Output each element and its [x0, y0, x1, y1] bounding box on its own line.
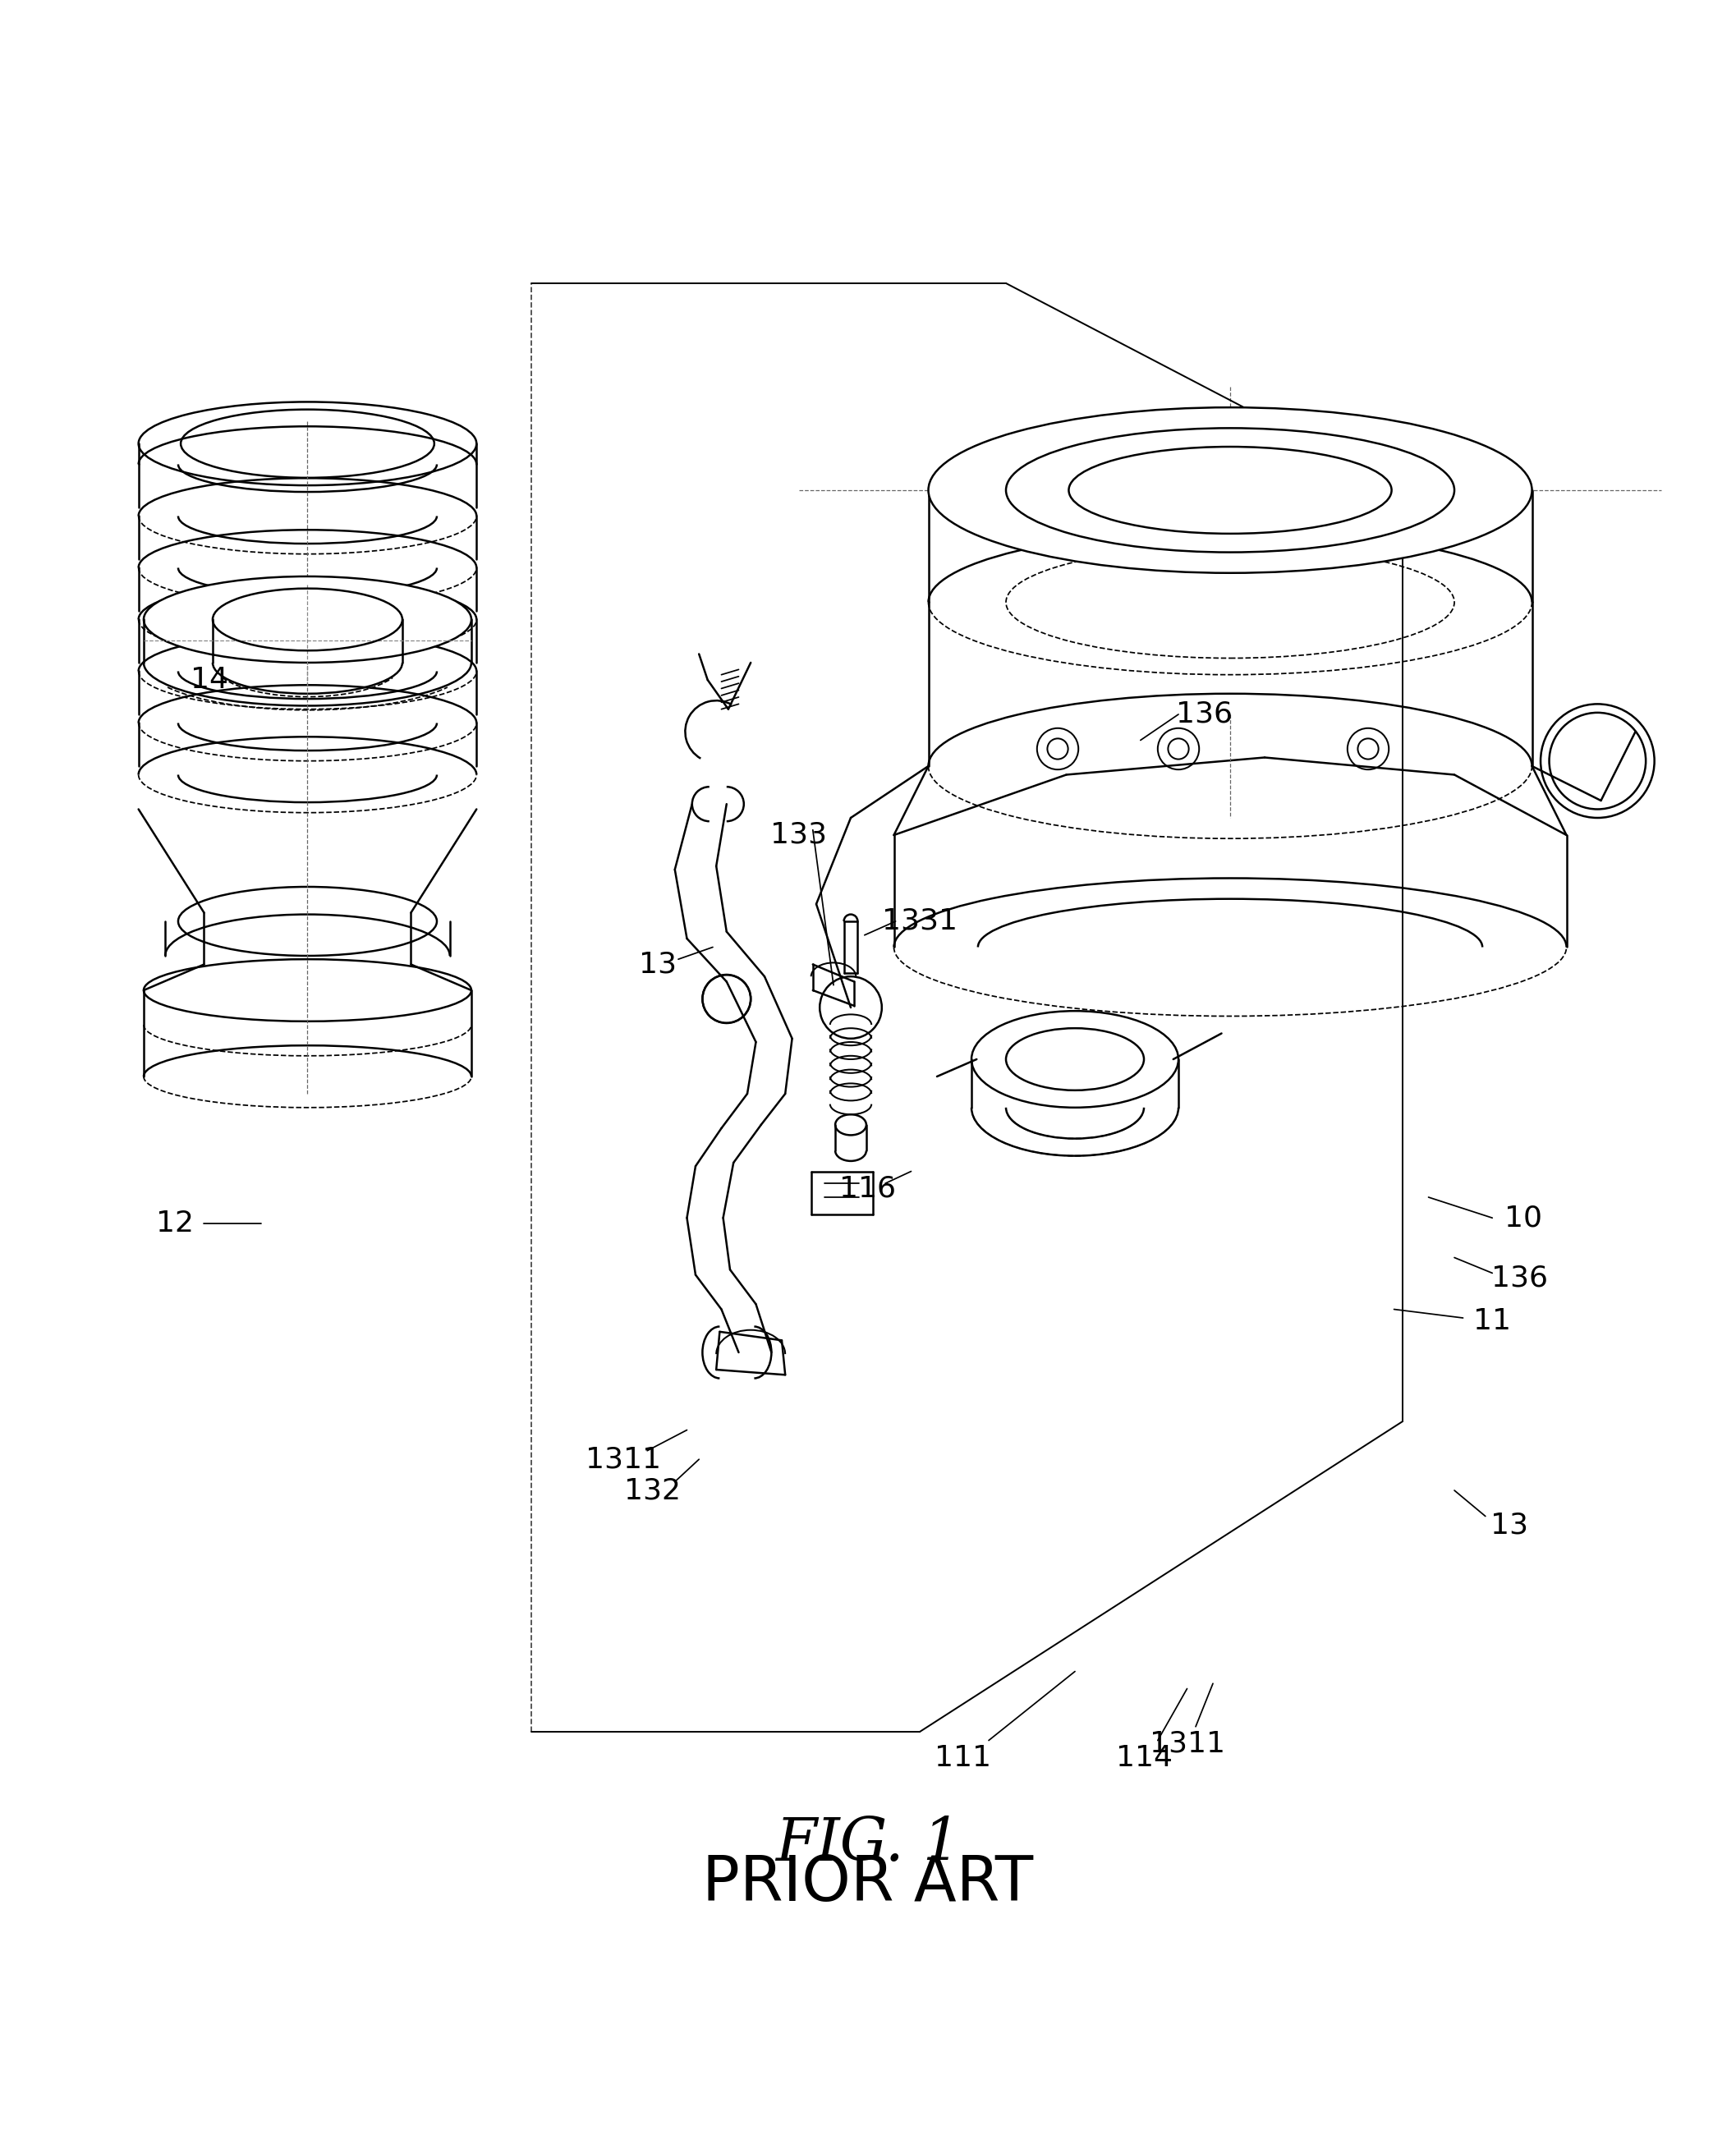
Text: 13: 13 [639, 949, 677, 977]
Ellipse shape [972, 1012, 1179, 1107]
Text: 10: 10 [1505, 1204, 1542, 1232]
Text: 132: 132 [625, 1477, 681, 1505]
Ellipse shape [144, 577, 472, 663]
Text: 133: 133 [771, 820, 828, 848]
Text: FIG. 1: FIG. 1 [776, 1815, 960, 1873]
Text: 136: 136 [1175, 700, 1233, 728]
Text: 1311: 1311 [1149, 1729, 1226, 1757]
Circle shape [703, 975, 750, 1023]
Text: 111: 111 [934, 1744, 991, 1772]
Text: 14: 14 [191, 665, 227, 693]
Ellipse shape [929, 407, 1531, 573]
Text: 136: 136 [1491, 1264, 1549, 1292]
Text: PRIOR ART: PRIOR ART [703, 1854, 1033, 1914]
Text: 116: 116 [840, 1176, 896, 1204]
Text: 114: 114 [1116, 1744, 1172, 1772]
Text: 11: 11 [1474, 1307, 1512, 1335]
Text: 12: 12 [156, 1210, 194, 1238]
Text: 13: 13 [1491, 1511, 1528, 1539]
Text: 1311: 1311 [585, 1445, 661, 1473]
Text: 1331: 1331 [882, 906, 958, 934]
